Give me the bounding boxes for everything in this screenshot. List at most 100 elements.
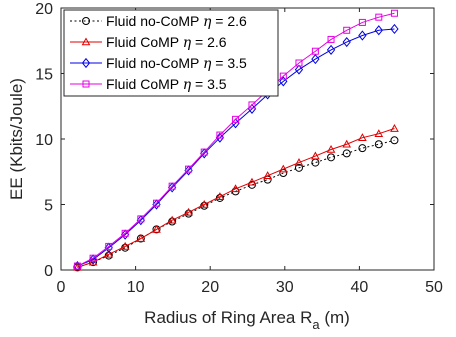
data-point-marker — [327, 153, 336, 162]
series-line — [77, 28, 395, 267]
data-point-marker — [342, 149, 351, 158]
data-point-marker — [248, 101, 256, 109]
data-point-marker — [295, 59, 303, 67]
data-point-marker — [105, 242, 113, 250]
legend-eta-symbol: η — [183, 77, 192, 93]
legend-label-part: = 3.5 — [191, 76, 227, 92]
data-point-marker — [104, 249, 114, 258]
data-point-marker — [279, 76, 288, 87]
data-point-marker — [89, 254, 97, 262]
data-point-marker — [311, 151, 320, 160]
data-point-marker — [200, 148, 208, 156]
data-point-marker — [185, 165, 193, 173]
y-tick-label: 20 — [35, 1, 53, 18]
data-point-marker — [294, 64, 304, 75]
legend-label: Fluid no-CoMP η = 3.5 — [106, 55, 247, 72]
data-point-marker — [326, 44, 336, 56]
data-point-marker — [152, 224, 161, 233]
data-point-marker — [168, 182, 176, 190]
data-point-marker — [358, 144, 367, 153]
x-tick-label: 20 — [201, 279, 219, 296]
data-point-marker — [342, 36, 351, 48]
y-tick-label: 0 — [44, 263, 53, 280]
data-point-marker — [358, 18, 366, 26]
x-axis-title-main: Radius of Ring Area R — [144, 308, 312, 327]
data-point-marker — [278, 164, 288, 173]
data-point-marker — [390, 9, 398, 17]
data-point-marker — [374, 129, 384, 138]
legend-label: Fluid no-CoMP η = 2.6 — [106, 13, 247, 30]
y-tick-label: 5 — [44, 198, 53, 215]
series-4 — [73, 9, 398, 270]
data-point-marker — [294, 158, 304, 166]
data-point-marker — [88, 254, 98, 265]
legend-label-part: = 2.6 — [211, 13, 247, 29]
legend-box — [63, 9, 279, 97]
legend-eta-symbol: η — [203, 56, 212, 72]
data-point-marker — [216, 131, 224, 139]
data-point-marker — [136, 215, 145, 226]
x-axis-title: Radius of Ring Area Ra (m) — [144, 308, 350, 332]
legend-label-part: Fluid no-CoMP — [106, 13, 203, 29]
x-axis-title-subscript: a — [312, 317, 320, 332]
data-point-marker — [232, 115, 240, 123]
data-point-marker — [326, 144, 336, 153]
data-point-marker — [136, 234, 146, 242]
data-point-marker — [358, 133, 367, 141]
x-tick-label: 50 — [425, 279, 443, 296]
legend-eta-symbol: η — [183, 35, 192, 51]
data-point-marker — [374, 140, 383, 149]
y-tick-label: 15 — [35, 67, 53, 84]
data-point-marker — [137, 215, 145, 223]
x-tick-label: 0 — [57, 279, 66, 296]
legend-label-part: Fluid CoMP — [106, 34, 183, 50]
series-line — [77, 128, 395, 268]
data-point-marker — [279, 72, 287, 80]
legend-label: Fluid CoMP η = 2.6 — [106, 34, 227, 51]
series-line — [77, 12, 395, 267]
data-point-marker — [342, 139, 352, 148]
data-point-marker — [184, 165, 193, 176]
data-point-marker — [327, 35, 335, 43]
data-point-marker — [152, 199, 160, 207]
legend-label-part: Fluid CoMP — [106, 76, 183, 92]
data-point-marker — [343, 26, 351, 34]
legend-entry: Fluid no-CoMP η = 3.5 — [70, 55, 247, 72]
data-point-marker — [167, 215, 177, 224]
data-point-marker — [390, 23, 399, 35]
series-2 — [73, 123, 399, 271]
data-point-marker — [390, 123, 399, 132]
data-point-marker — [263, 171, 272, 179]
data-point-marker — [374, 25, 383, 36]
data-point-marker — [121, 229, 129, 237]
legend-label-part: = 2.6 — [191, 34, 227, 50]
data-point-marker — [121, 229, 130, 240]
data-point-marker — [184, 207, 193, 216]
data-point-marker — [231, 184, 240, 193]
axis-ticks: 0 10 20 30 40 50 0 5 10 15 20 — [35, 1, 443, 296]
data-point-marker — [199, 199, 209, 208]
data-point-marker — [81, 57, 91, 69]
x-axis-title-unit: (m) — [320, 308, 350, 327]
y-tick-label: 10 — [35, 132, 53, 149]
legend-eta-symbol: η — [203, 14, 212, 30]
data-point-marker — [375, 13, 383, 21]
data-point-marker — [82, 17, 90, 25]
legend-entry: Fluid CoMP η = 3.5 — [70, 76, 227, 93]
legend-entry: Fluid CoMP η = 2.6 — [70, 34, 227, 51]
data-point-marker — [104, 242, 113, 253]
data-point-marker — [215, 132, 225, 143]
legend-label: Fluid CoMP η = 3.5 — [106, 76, 227, 93]
legend-entry: Fluid no-CoMP η = 2.6 — [70, 13, 247, 30]
x-tick-label: 40 — [351, 279, 369, 296]
series-layer — [73, 9, 399, 272]
data-point-marker — [81, 37, 91, 46]
data-point-marker — [390, 136, 399, 145]
legend-label-part: Fluid no-CoMP — [106, 55, 203, 71]
data-point-marker — [311, 47, 319, 55]
data-point-marker — [82, 80, 90, 88]
data-point-marker — [215, 192, 225, 200]
data-point-marker — [120, 241, 130, 250]
